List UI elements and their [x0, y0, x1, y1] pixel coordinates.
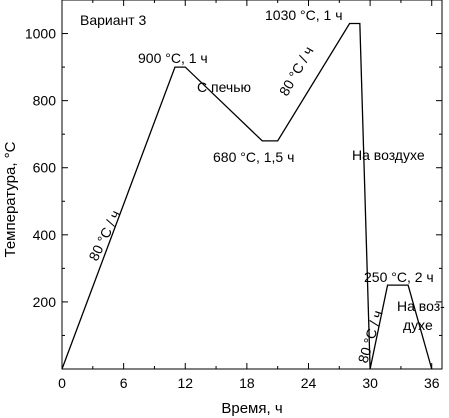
annotation-label: С печью — [197, 79, 251, 95]
annotation-label: 680 °С, 1,5 ч — [213, 149, 294, 165]
y-tick-label: 400 — [33, 227, 57, 243]
x-tick-label: 12 — [177, 375, 193, 391]
variant-label: Вариант 3 — [80, 12, 147, 28]
y-tick-label: 800 — [33, 93, 57, 109]
annotation-label: 80 °С / ч — [276, 44, 317, 99]
y-tick-label: 200 — [33, 294, 57, 310]
annotation-label: 900 °С, 1 ч — [138, 50, 208, 66]
plot-frame — [61, 0, 443, 370]
annotation-label: 1030 °С, 1 ч — [265, 7, 343, 23]
annotation-label: На воздухе — [352, 147, 425, 163]
y-axis-title: Температура, °С — [2, 141, 19, 257]
annotation-label: На воз- — [397, 298, 445, 314]
series-line — [61, 22, 433, 370]
x-tick-label: 36 — [424, 375, 440, 391]
x-tick-label: 18 — [239, 375, 255, 391]
x-tick-label: 6 — [120, 375, 128, 391]
x-tick-label: 30 — [362, 375, 378, 391]
y-tick-label: 1000 — [25, 26, 56, 42]
y-tick-label: 600 — [33, 160, 57, 176]
annotation-label: духе — [403, 317, 433, 333]
x-tick-label: 24 — [301, 375, 317, 391]
x-tick-label: 0 — [58, 375, 66, 391]
x-axis-title: Время, ч — [221, 400, 282, 417]
annotation-label: 80 °С / ч — [355, 308, 386, 364]
annotation-label: 250 °С, 2 ч — [364, 269, 434, 285]
